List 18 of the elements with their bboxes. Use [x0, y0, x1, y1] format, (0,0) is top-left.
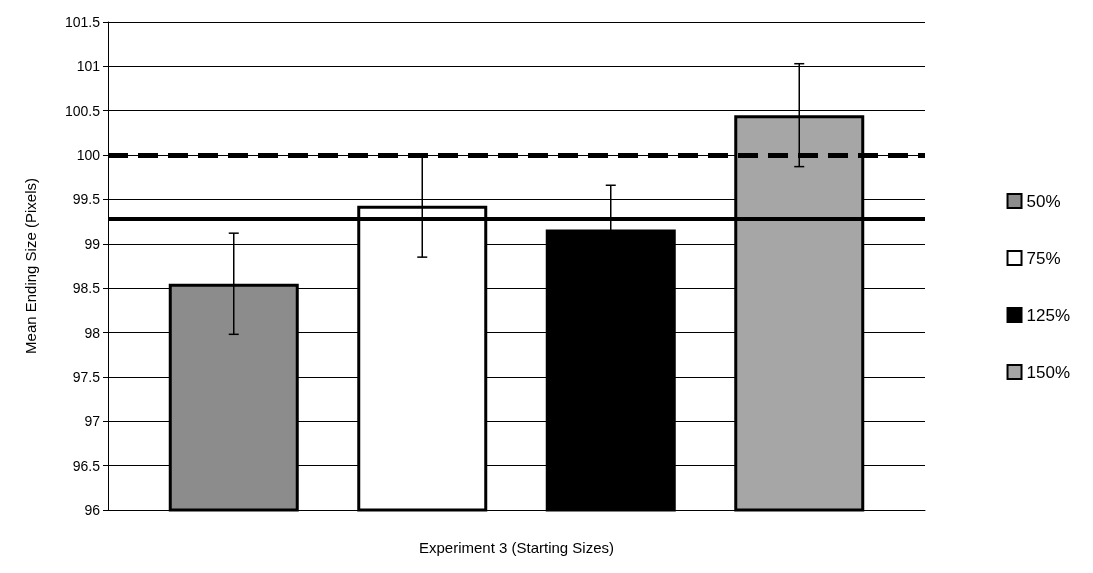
y-tick-label: 99.5	[72, 191, 101, 208]
y-tick-label: 97.5	[72, 368, 101, 385]
legend-label: 125%	[1026, 305, 1070, 325]
y-tick-label: 96	[84, 502, 101, 518]
y-tick-label: 98	[84, 324, 101, 341]
y-tick-label: 98.5	[72, 280, 101, 297]
y-tick-label: 99	[84, 235, 101, 252]
legend-label: 75%	[1026, 248, 1061, 268]
y-tick-label: 100	[76, 147, 101, 164]
y-tick-label: 100.5	[64, 102, 101, 119]
y-tick-label: 97	[84, 413, 101, 430]
y-tick-label: 101	[76, 58, 101, 75]
y-tick-label: 101.5	[64, 14, 101, 30]
y-tick-label: 96.5	[72, 457, 101, 474]
legend-label: 150%	[1026, 362, 1070, 382]
y-axis-title: Mean Ending Size (Pixels)	[22, 178, 39, 354]
legend-label: 50%	[1026, 191, 1061, 211]
x-axis-title: Experiment 3 (Starting Sizes)	[418, 539, 615, 556]
